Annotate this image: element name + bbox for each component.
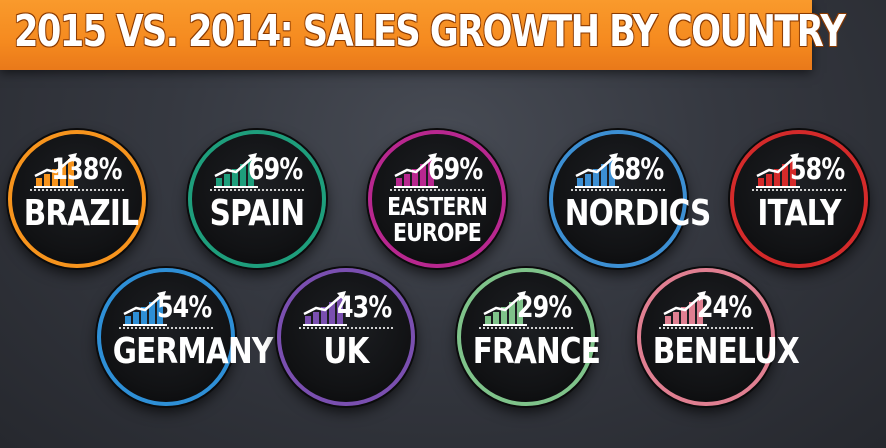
growth-percentage: 24% xyxy=(696,290,752,324)
growth-percentage: 68% xyxy=(608,152,664,186)
growth-percentage: 69% xyxy=(247,152,303,186)
country-badge: 24% BENELUX xyxy=(637,268,800,406)
country-name: BRAZIL xyxy=(23,193,139,234)
growth-percentage: 54% xyxy=(156,290,212,324)
country-name-line: EASTERN xyxy=(387,192,488,221)
dotted-divider xyxy=(299,327,393,329)
bar-chart-growth-icon xyxy=(214,153,258,188)
bar-chart-growth-icon xyxy=(34,153,78,188)
country-name: ITALY xyxy=(757,193,841,234)
country-badge: 138% BRAZIL xyxy=(8,130,146,268)
dotted-divider xyxy=(390,189,484,191)
country-badge: 69% SPAIN xyxy=(188,130,326,268)
dotted-divider xyxy=(571,189,665,191)
bar-chart-growth-icon xyxy=(303,291,347,326)
country-badge: 43% UK xyxy=(277,268,415,406)
bar-chart-growth-icon xyxy=(663,291,707,326)
bar-chart-growth-icon xyxy=(756,153,800,188)
dotted-divider xyxy=(119,327,213,329)
country-name: NORDICS xyxy=(564,193,712,234)
title-banner: 2015 VS. 2014: SALES GROWTH BY COUNTRY xyxy=(0,0,846,70)
country-name: EASTERN EUROPE xyxy=(384,194,491,246)
growth-percentage: 58% xyxy=(789,152,845,186)
country-name: SPAIN xyxy=(209,193,305,234)
bar-chart-growth-icon xyxy=(394,153,438,188)
growth-percentage: 29% xyxy=(516,290,572,324)
country-name: UK xyxy=(323,331,369,372)
country-name-line: EUROPE xyxy=(393,218,482,247)
country-badge: 54% GERMANY xyxy=(97,268,274,406)
bar-chart-growth-icon xyxy=(575,153,619,188)
country-badge: 69% EASTERN EUROPE xyxy=(368,130,506,268)
bar-chart-growth-icon xyxy=(123,291,167,326)
dotted-divider xyxy=(479,327,573,329)
country-name: GERMANY xyxy=(112,331,274,372)
country-badge: 29% FRANCE xyxy=(457,268,601,406)
dotted-divider xyxy=(659,327,753,329)
growth-percentage: 138% xyxy=(51,152,123,186)
country-badge: 58% ITALY xyxy=(730,130,868,268)
country-name: BENELUX xyxy=(652,331,800,372)
growth-percentage: 69% xyxy=(427,152,483,186)
page-title: 2015 VS. 2014: SALES GROWTH BY COUNTRY xyxy=(14,6,846,57)
country-badge: 68% NORDICS xyxy=(549,130,712,268)
dotted-divider xyxy=(30,189,124,191)
growth-percentage: 43% xyxy=(336,290,392,324)
dotted-divider xyxy=(210,189,304,191)
dotted-divider xyxy=(752,189,846,191)
country-name: FRANCE xyxy=(472,331,601,372)
bar-chart-growth-icon xyxy=(483,291,527,326)
